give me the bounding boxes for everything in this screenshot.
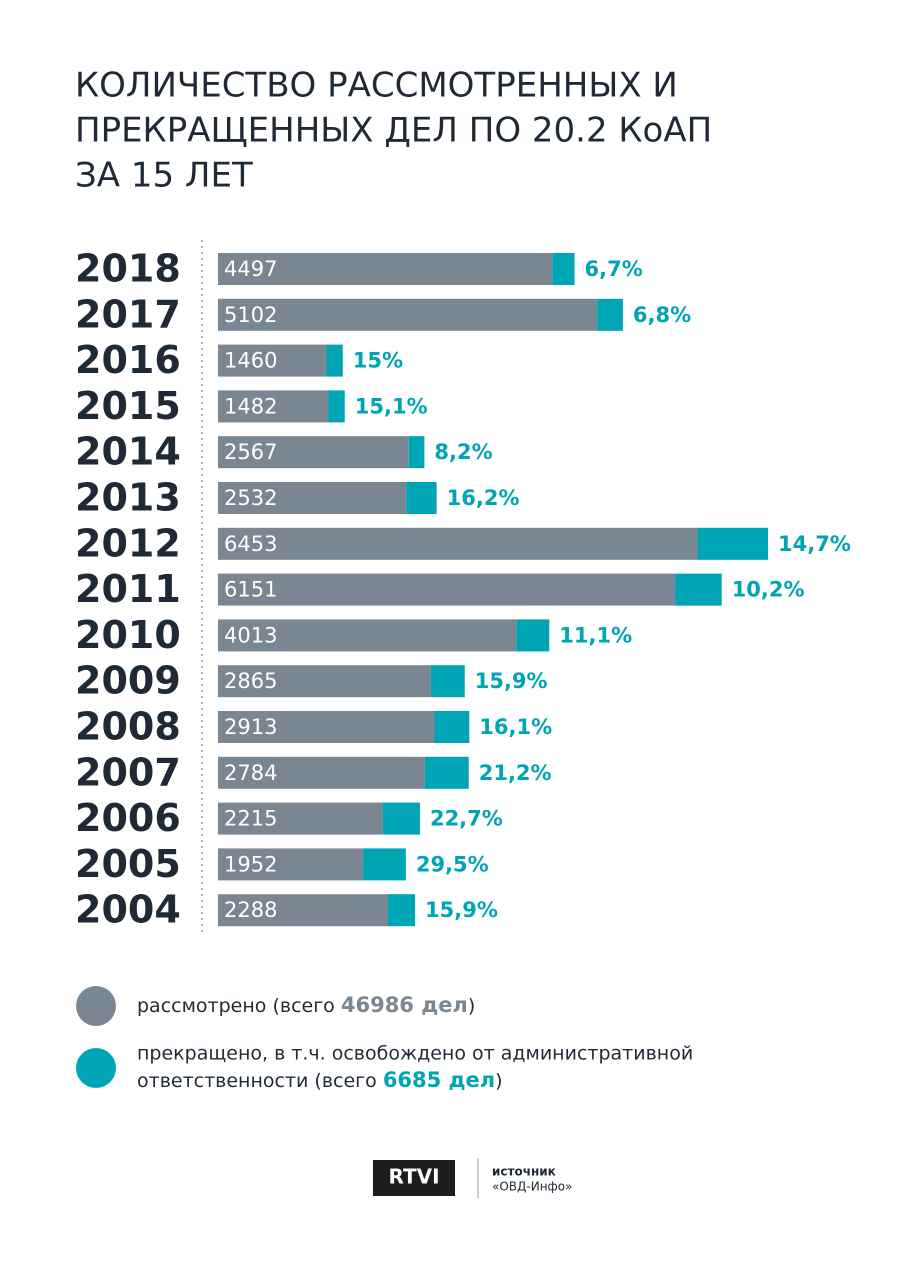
- chart-title: ПРЕКРАЩЕННЫХ ДЕЛ ПО 20.2 КоАП: [75, 111, 712, 151]
- bar-terminated: [675, 573, 722, 606]
- bar-terminated: [382, 802, 420, 835]
- percent-label: 6,7%: [585, 257, 643, 281]
- value-label: 2215: [224, 807, 277, 831]
- percent-label: 16,1%: [479, 715, 552, 739]
- percent-label: 15%: [353, 349, 403, 373]
- value-label: 4497: [224, 257, 277, 281]
- percent-label: 15,9%: [425, 898, 498, 922]
- bar-considered: [218, 344, 327, 377]
- value-label: 2288: [224, 898, 277, 922]
- bar-considered: [218, 711, 435, 743]
- bar-terminated: [363, 848, 406, 881]
- logo: RTVI: [388, 1165, 439, 1189]
- value-label: 1460: [224, 349, 277, 373]
- percent-label: 15,1%: [355, 394, 428, 418]
- value-label: 2567: [224, 440, 277, 464]
- value-label: 6151: [224, 578, 277, 602]
- year-label: 2005: [75, 842, 181, 886]
- value-label: 2865: [224, 669, 277, 693]
- chart-title: КОЛИЧЕСТВО РАССМОТРЕННЫХ И: [75, 66, 678, 106]
- bar-considered: [218, 298, 598, 331]
- year-label: 2018: [75, 247, 181, 291]
- year-label: 2014: [75, 430, 181, 474]
- bar-considered: [218, 390, 329, 423]
- legend-part: ): [468, 995, 475, 1017]
- percent-label: 29,5%: [416, 852, 489, 876]
- year-label: 2006: [75, 796, 181, 840]
- logo-box: [373, 1160, 455, 1196]
- legend-part: рассмотрено (всего: [137, 995, 341, 1017]
- bar-terminated: [597, 298, 623, 331]
- year-label: 2004: [75, 888, 181, 932]
- legend-text: прекращено, в т.ч. освобождено от админи…: [137, 1043, 693, 1065]
- value-label: 2913: [224, 715, 277, 739]
- legend-part: ответственности (всего: [137, 1070, 383, 1092]
- legend-part: ): [495, 1070, 502, 1092]
- bar-terminated: [552, 253, 575, 285]
- bar-considered: [218, 665, 431, 698]
- bar-considered: [218, 436, 409, 469]
- bar-considered: [218, 619, 517, 652]
- year-label: 2008: [75, 705, 181, 749]
- bar-considered: [218, 802, 383, 835]
- legend-marker: [76, 986, 116, 1026]
- bar-considered: [218, 482, 407, 514]
- bar-considered: [218, 848, 364, 881]
- year-label: 2016: [75, 338, 181, 382]
- year-label: 2017: [75, 292, 181, 336]
- value-label: 2784: [224, 761, 277, 785]
- percent-label: 15,9%: [475, 669, 548, 693]
- year-label: 2009: [75, 659, 181, 703]
- bar-terminated: [328, 390, 345, 423]
- percent-label: 22,7%: [430, 807, 503, 831]
- percent-label: 11,1%: [559, 623, 632, 647]
- value-label: 2532: [224, 486, 277, 510]
- value-label: 6453: [224, 532, 277, 556]
- percent-label: 10,2%: [732, 578, 805, 602]
- percent-label: 16,2%: [447, 486, 520, 510]
- chart-title: ЗА 15 ЛЕТ: [75, 156, 253, 196]
- source: «ОВД-Инфо»: [492, 1180, 573, 1194]
- value-label: 1952: [224, 852, 277, 876]
- value-label: 4013: [224, 623, 277, 647]
- value-label: 5102: [224, 303, 277, 327]
- legend-text: ответственности (всего 6685 дел): [137, 1068, 503, 1092]
- bar-terminated: [424, 756, 469, 789]
- bar-terminated: [516, 619, 550, 652]
- bar-terminated: [434, 711, 470, 743]
- year-label: 2011: [75, 567, 181, 611]
- bar-terminated: [408, 436, 425, 469]
- value-label: 1482: [224, 394, 277, 418]
- legend-part: 46986 дел: [341, 993, 468, 1017]
- bar-considered: [218, 894, 389, 927]
- bar-terminated: [697, 527, 768, 560]
- year-label: 2010: [75, 613, 181, 657]
- percent-label: 21,2%: [479, 761, 552, 785]
- legend-marker: [76, 1048, 116, 1088]
- percent-label: 14,7%: [778, 532, 851, 556]
- year-label: 2013: [75, 476, 181, 520]
- percent-label: 6,8%: [633, 303, 691, 327]
- bar-considered: [218, 573, 676, 606]
- bar-terminated: [326, 344, 343, 377]
- bar-terminated: [388, 894, 416, 927]
- year-label: 2012: [75, 521, 181, 565]
- bar-considered: [218, 756, 425, 789]
- legend-text: рассмотрено (всего 46986 дел): [137, 993, 475, 1017]
- bar-terminated: [430, 665, 465, 698]
- year-label: 2007: [75, 750, 181, 794]
- bar-terminated: [406, 482, 437, 514]
- source-label: источник: [492, 1165, 556, 1179]
- bar-considered: [218, 527, 698, 560]
- bar-considered: [218, 253, 553, 285]
- year-label: 2015: [75, 384, 181, 428]
- percent-label: 8,2%: [434, 440, 492, 464]
- legend-part: 6685 дел: [383, 1068, 495, 1092]
